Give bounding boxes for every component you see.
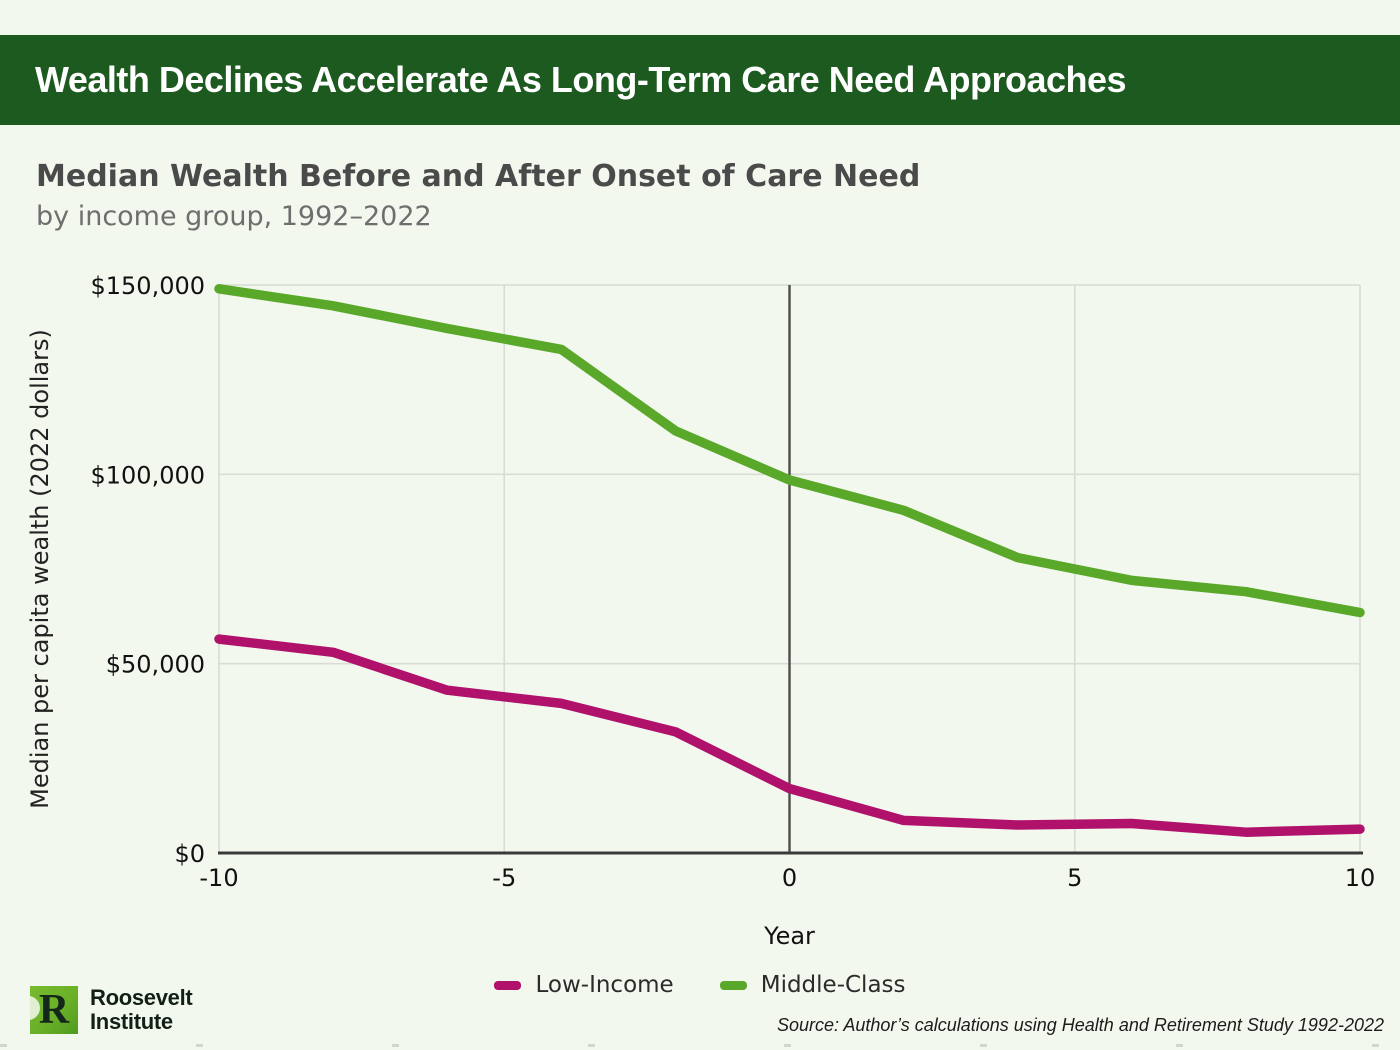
chart-title: Median Wealth Before and After Onset of … [36,159,921,194]
legend-item-middle-class: Middle-Class [719,972,906,998]
bottom-dashed-divider [0,1044,1400,1047]
x-tick-label: 5 [1067,864,1082,892]
x-tick-label: 10 [1345,864,1376,892]
logo-text-line2: Institute [90,1009,173,1035]
chart-subtitle: by income group, 1992–2022 [36,200,432,232]
source-note: Source: Author’s calculations using Heal… [776,1015,1384,1035]
banner-title: Wealth Declines Accelerate As Long-Term … [35,59,1127,100]
chart-legend: Low-Income Middle-Class [0,972,1400,998]
x-axis-title: Year [763,922,815,950]
legend-swatch-icon [719,980,747,990]
roosevelt-institute-logo: R Roosevelt Institute [30,985,193,1035]
legend-swatch-icon [494,980,522,990]
chart-title-block: Median Wealth Before and After Onset of … [36,159,921,232]
series-line-middle-class [214,284,1365,618]
logo-text-line1: Roosevelt [90,985,193,1010]
legend-item-low-income: Low-Income [494,972,674,998]
y-tick-label: $50,000 [106,651,205,679]
y-tick-label: $0 [174,840,205,868]
x-tick-label: -10 [199,864,238,892]
x-tick-label: 0 [782,864,797,892]
series-line-low-income [214,634,1365,837]
legend-label: Low-Income [535,972,674,998]
x-tick-label: -5 [492,864,516,892]
y-tick-label: $150,000 [90,272,205,300]
legend-label: Middle-Class [760,972,906,998]
y-tick-label: $100,000 [90,461,205,489]
logo-letter: R [38,987,70,1034]
header-banner: Wealth Declines Accelerate As Long-Term … [0,35,1400,125]
logo-text: Roosevelt Institute [90,985,193,1035]
roosevelt-logo-icon: R [30,986,78,1035]
y-axis-title: Median per capita wealth (2022 dollars) [26,329,54,809]
